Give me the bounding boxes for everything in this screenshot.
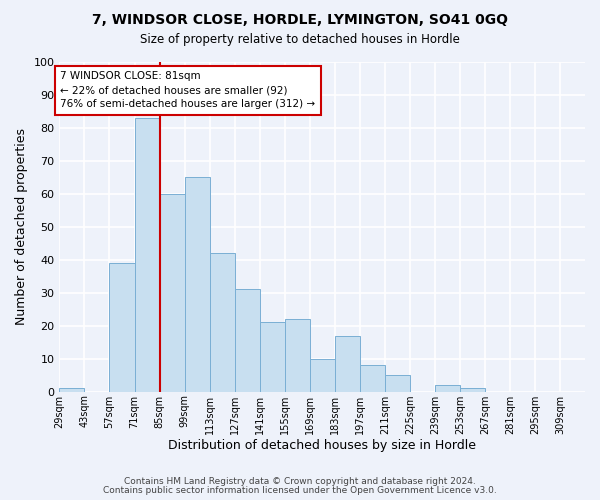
Text: Size of property relative to detached houses in Hordle: Size of property relative to detached ho…: [140, 32, 460, 46]
Text: 7 WINDSOR CLOSE: 81sqm
← 22% of detached houses are smaller (92)
76% of semi-det: 7 WINDSOR CLOSE: 81sqm ← 22% of detached…: [61, 72, 316, 110]
Text: Contains HM Land Registry data © Crown copyright and database right 2024.: Contains HM Land Registry data © Crown c…: [124, 477, 476, 486]
Text: Contains public sector information licensed under the Open Government Licence v3: Contains public sector information licen…: [103, 486, 497, 495]
Bar: [360, 366, 385, 392]
Y-axis label: Number of detached properties: Number of detached properties: [15, 128, 28, 325]
Bar: [209, 253, 235, 392]
Bar: [460, 388, 485, 392]
Bar: [235, 290, 260, 392]
Bar: [284, 319, 310, 392]
Bar: [160, 194, 185, 392]
Bar: [435, 385, 460, 392]
Bar: [109, 263, 134, 392]
Bar: [260, 322, 284, 392]
Bar: [185, 177, 209, 392]
Bar: [385, 375, 410, 392]
Bar: [335, 336, 360, 392]
Bar: [310, 358, 335, 392]
Text: 7, WINDSOR CLOSE, HORDLE, LYMINGTON, SO41 0GQ: 7, WINDSOR CLOSE, HORDLE, LYMINGTON, SO4…: [92, 12, 508, 26]
X-axis label: Distribution of detached houses by size in Hordle: Distribution of detached houses by size …: [168, 440, 476, 452]
Bar: [59, 388, 85, 392]
Bar: [134, 118, 160, 392]
